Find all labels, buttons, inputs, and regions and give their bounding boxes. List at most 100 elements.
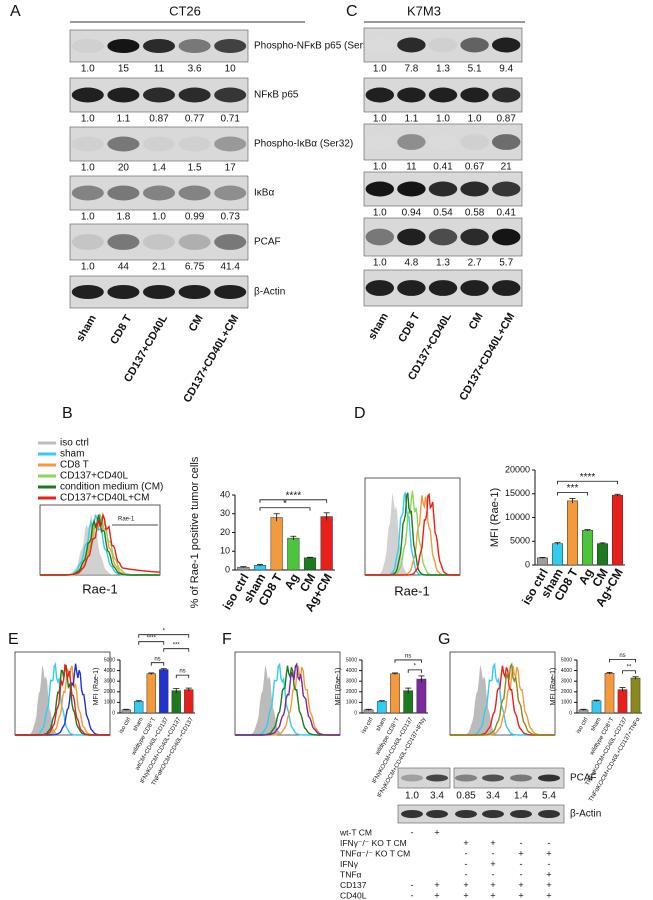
error-bar: [569, 498, 576, 504]
error-bar: [123, 708, 130, 711]
quant-value: 0.85: [456, 791, 476, 802]
y-tick-label: 0: [354, 710, 357, 716]
error-bar: [632, 676, 639, 680]
y-tick-label: 0: [112, 710, 115, 716]
blot-band: [71, 185, 104, 201]
blot-row-label: β-Actin: [570, 809, 601, 820]
panel-label: A: [10, 3, 21, 20]
condition-cell: +: [518, 848, 523, 858]
condition-cell: -: [520, 838, 523, 848]
blot-band: [538, 810, 560, 818]
quant-value: 0.99: [185, 212, 205, 223]
blot-band: [71, 87, 104, 103]
error-bar: [148, 672, 155, 675]
condition-cell: +: [490, 880, 495, 890]
blot-band: [142, 284, 176, 300]
y-tick-label: 40: [220, 489, 230, 499]
blot-band: [214, 136, 247, 152]
significance-label: ***: [173, 642, 181, 648]
panel-label: E: [8, 631, 19, 648]
y-axis-label: MFI (Rae-1): [550, 668, 557, 706]
quant-value: 1.0: [373, 162, 387, 173]
bar: [630, 677, 641, 714]
blot-band: [71, 136, 104, 152]
legend-label: CD137+CD40L+CM: [60, 493, 150, 504]
blot-row-label: Phospho-NFκB p65 (Ser536): [254, 41, 383, 52]
quant-value: 44: [118, 262, 130, 273]
quant-value: 0.77: [185, 114, 205, 125]
condition-cell: -: [520, 869, 523, 879]
blot-band: [71, 38, 104, 54]
blot-row-label: IκBα: [254, 188, 274, 199]
significance-bracket: [163, 648, 190, 652]
error-bar: [405, 687, 412, 694]
quant-value: 1.0: [81, 114, 95, 125]
quant-value: 2.7: [468, 258, 482, 269]
bar: [416, 678, 427, 714]
y-tick-label: 3000: [104, 679, 115, 685]
quant-value: 1.0: [373, 208, 387, 219]
error-bar: [185, 687, 192, 692]
blot-band: [142, 87, 176, 103]
blot-band: [460, 228, 489, 246]
quant-value: 15: [118, 64, 130, 75]
bar: [552, 543, 563, 566]
significance-label: ns: [619, 653, 625, 659]
quant-value: 1.0: [373, 258, 387, 269]
quant-value: 21: [501, 162, 513, 173]
blot-band: [178, 284, 211, 300]
error-bar: [593, 699, 600, 702]
blot-row-label: PCAF: [570, 773, 597, 784]
quant-value: 10: [225, 64, 237, 75]
error-bar: [257, 564, 263, 567]
quant-value: 0.41: [433, 162, 453, 173]
bar: [159, 669, 169, 714]
bar: [184, 689, 194, 714]
quant-value: 4.8: [404, 258, 418, 269]
condition-cell: +: [546, 848, 551, 858]
blot-band: [397, 181, 426, 197]
x-tick-label: iso ctrl: [576, 717, 590, 735]
condition-cell: +: [546, 869, 551, 879]
blot-band: [214, 234, 247, 250]
error-bar: [240, 566, 247, 568]
quant-value: 5.7: [499, 258, 513, 269]
quant-value: 1.1: [116, 114, 130, 125]
condition-cell: +: [434, 827, 439, 837]
lane-label: sham: [366, 311, 391, 342]
quant-value: 3.4: [430, 791, 444, 802]
condition-cell: -: [548, 859, 551, 869]
error-bar: [392, 672, 398, 675]
histogram-iso: [450, 664, 555, 735]
blot-band: [491, 280, 521, 296]
blot-row-label: PCAF: [254, 237, 281, 248]
x-tick-label: sham: [375, 717, 388, 733]
blot-band: [491, 87, 521, 103]
blot-band: [397, 134, 426, 150]
bar: [376, 701, 387, 714]
error-bar: [323, 512, 330, 521]
condition-cell: -: [411, 890, 414, 900]
error-bar: [160, 668, 167, 671]
blot-band: [397, 228, 426, 246]
blot-band: [365, 37, 395, 53]
blot-band: [428, 87, 458, 103]
histogram-curve: [365, 492, 460, 576]
histogram-frame: [234, 651, 341, 736]
condition-cell: -: [411, 827, 414, 837]
quant-value: 0.73: [220, 212, 240, 223]
blot-row-label: Phospho-IκBα (Ser32): [254, 139, 353, 150]
quant-value: 3.6: [188, 64, 202, 75]
blot-band: [426, 810, 448, 818]
bar: [612, 494, 623, 566]
blot-band: [178, 185, 211, 201]
panel-label: D: [354, 405, 366, 422]
histogram-frame: [449, 651, 556, 736]
blot-strip: [397, 767, 451, 789]
blot-band: [178, 136, 211, 152]
lane-label: CD8 T: [396, 311, 422, 345]
y-tick-label: 4000: [561, 668, 572, 674]
condition-cell: -: [465, 869, 468, 879]
significance-label: *: [414, 663, 417, 669]
y-tick-label: 0: [225, 564, 230, 574]
